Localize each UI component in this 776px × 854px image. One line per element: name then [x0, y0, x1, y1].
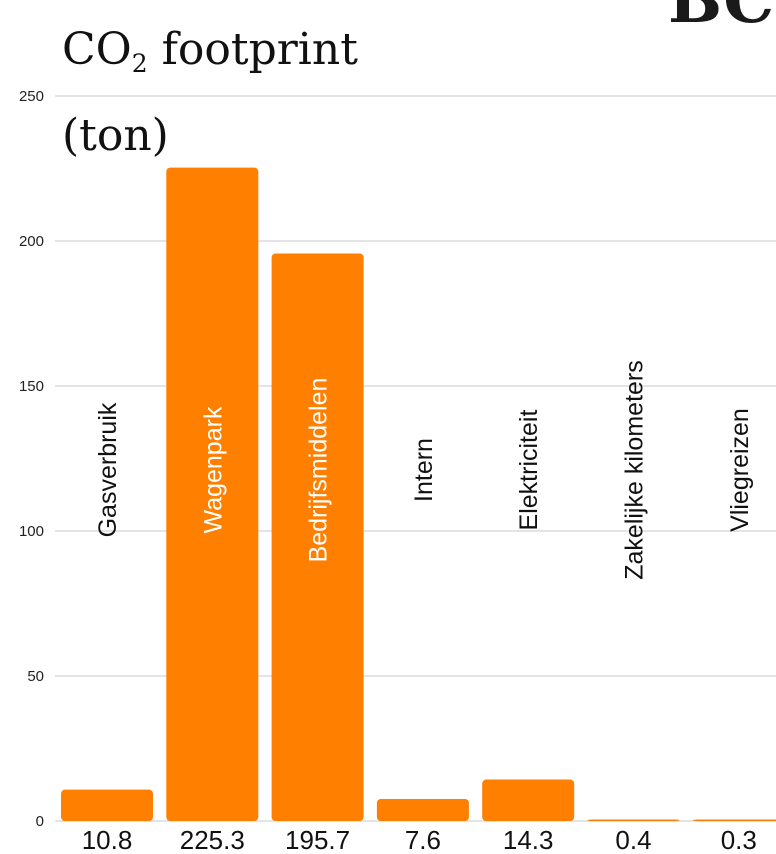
value-label: 7.6	[405, 825, 441, 854]
bar-bedrijfsmiddelen	[271, 253, 364, 822]
value-label: 225.3	[180, 825, 245, 854]
y-tick-label: 250	[19, 88, 44, 105]
category-label: Gasverbruik	[94, 402, 122, 537]
category-label: Bedrijfsmiddelen	[305, 378, 333, 563]
value-labels: 10.8 225.3 195.7 7.6 14.3 0.4 0.3	[82, 825, 757, 854]
y-tick-labels: 0 50 100 150 200 250	[19, 88, 44, 830]
value-label: 0.3	[721, 825, 757, 854]
chart-title: CO2 footprint	[62, 24, 358, 78]
category-labels: Gasverbruik Wagenpark Bedrijfsmiddelen Inte…	[94, 360, 754, 580]
value-label: 10.8	[82, 825, 133, 854]
category-label: Intern	[410, 438, 438, 502]
bar-zakelijke-kilometers	[587, 819, 680, 821]
value-label: 195.7	[285, 825, 350, 854]
y-tick-label: 150	[19, 378, 44, 395]
chart-title-suffix: footprint	[148, 24, 359, 75]
bar-wagenpark	[166, 167, 259, 821]
value-label: 14.3	[503, 825, 554, 854]
bar-elektriciteit	[482, 779, 575, 821]
chart-title-prefix: CO	[62, 24, 132, 75]
bars	[61, 167, 776, 822]
chart-title-subscript: 2	[132, 49, 148, 78]
y-tick-label: 50	[27, 668, 44, 685]
logo-text: BC	[668, 0, 774, 38]
value-label: 0.4	[615, 825, 651, 854]
y-tick-label: 0	[36, 813, 44, 830]
category-label: Wagenpark	[199, 406, 227, 533]
y-tick-label: 100	[19, 523, 44, 540]
chart-title-line2: (ton)	[62, 110, 169, 161]
y-tick-label: 200	[19, 233, 44, 250]
category-label: Elektriciteit	[515, 410, 543, 531]
bar-vliegreizen	[692, 819, 776, 821]
bar-gasverbruik	[61, 789, 153, 821]
category-label: Zakelijke kilometers	[621, 360, 649, 580]
category-label: Vliegreizen	[726, 408, 754, 532]
bar-intern	[376, 798, 469, 821]
